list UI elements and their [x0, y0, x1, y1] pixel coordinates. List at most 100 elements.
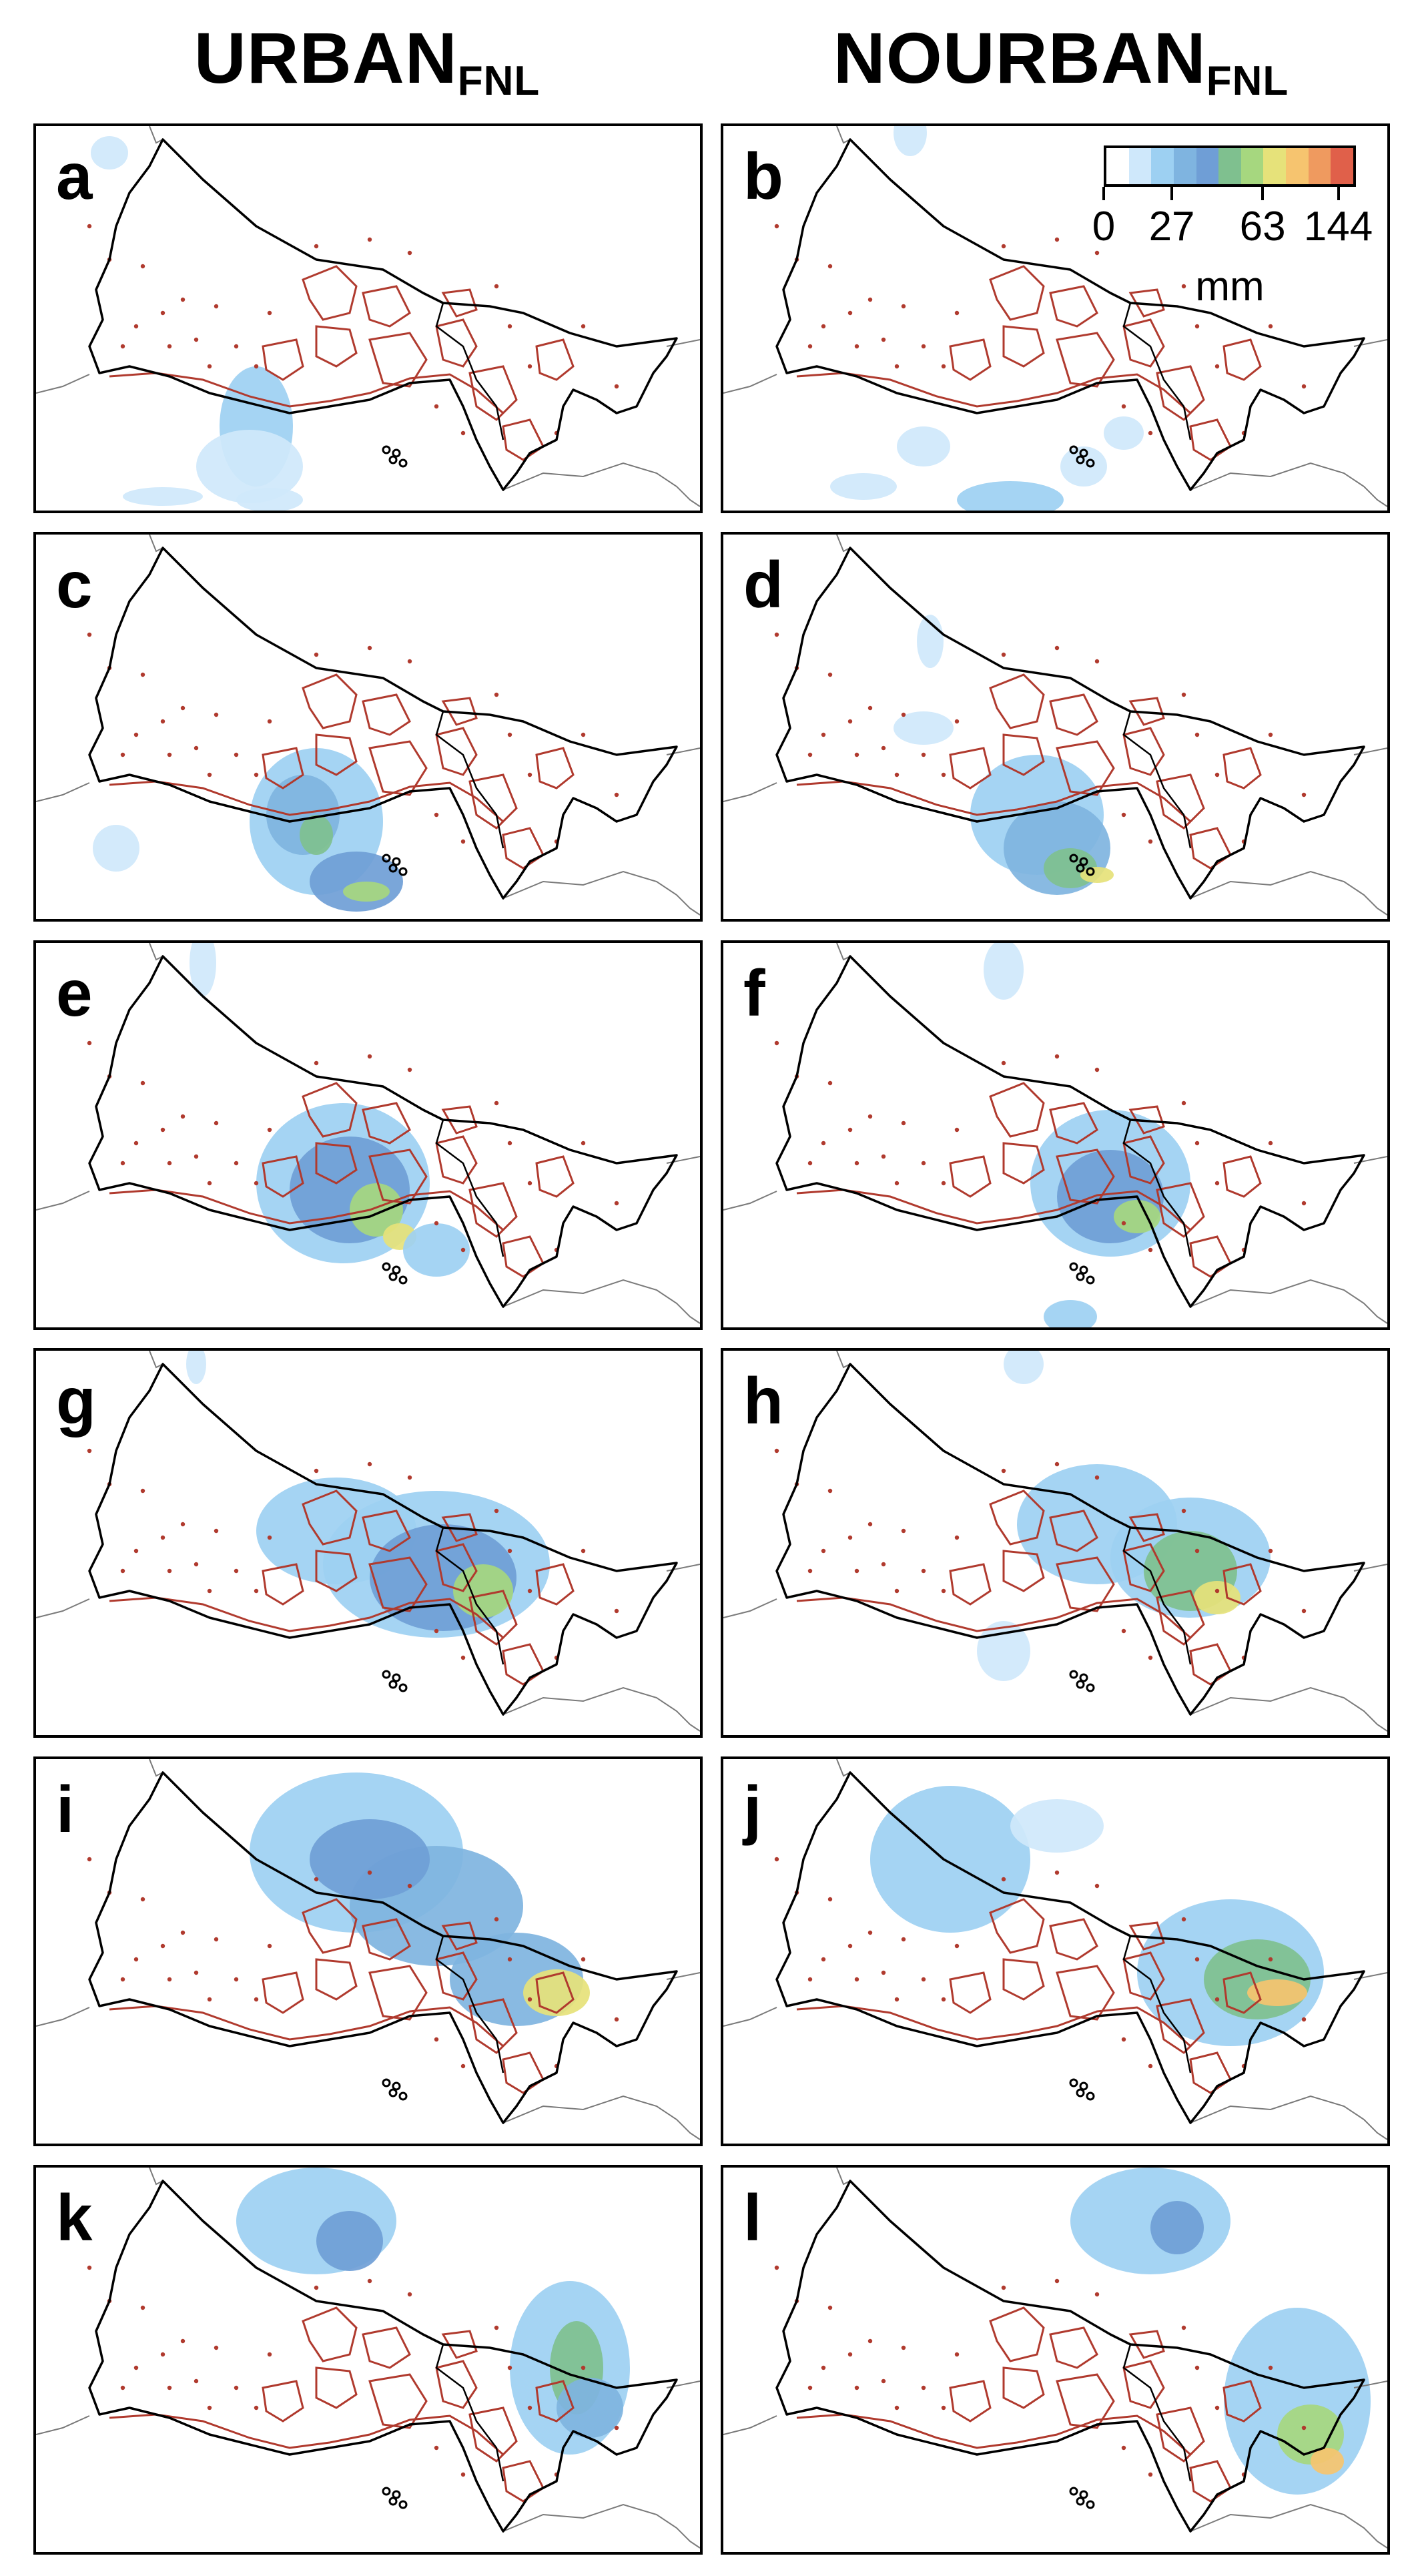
- urban-dot: [1194, 732, 1200, 737]
- urban-dot: [614, 2017, 619, 2022]
- urban-dot: [847, 719, 853, 724]
- urban-dot: [1121, 2037, 1126, 2042]
- urban-outline: [989, 2306, 1045, 2362]
- urban-outline: [362, 1918, 411, 1961]
- urban-outline: [949, 2380, 992, 2423]
- urban-dot: [881, 1154, 886, 1159]
- precip-cell: [830, 473, 897, 500]
- urban-dot: [867, 705, 873, 711]
- urban-dot: [133, 1548, 139, 1554]
- urban-dot: [314, 1468, 319, 1474]
- urban-dot: [234, 344, 239, 349]
- province-boundary: [775, 1771, 1365, 2124]
- urban-dot: [267, 1943, 272, 1949]
- urban-dot: [133, 324, 139, 329]
- island: [1079, 1265, 1088, 1275]
- urban-outline: [1128, 2330, 1165, 2359]
- urban-dot: [1181, 284, 1186, 289]
- urban-dot: [941, 1181, 946, 1186]
- precip-cell: [403, 1223, 470, 1277]
- urban-outline: [1049, 2326, 1098, 2369]
- panel-label-j: j: [743, 1773, 762, 1846]
- urban-dot: [1094, 2292, 1100, 2297]
- urban-outline: [302, 1490, 358, 1546]
- urban-dot: [407, 1883, 412, 1889]
- coastline: [36, 782, 90, 802]
- bosphorus-line: [435, 711, 504, 849]
- urban-outline: [1049, 285, 1098, 328]
- colorbar-segment: [1173, 148, 1196, 184]
- urban-dot: [1001, 652, 1006, 657]
- map-panel-i: i: [33, 1756, 703, 2146]
- column-title-urban: URBANFNL: [194, 17, 541, 104]
- urban-outline: [1189, 1235, 1232, 1278]
- urban-dot: [954, 719, 960, 724]
- urban-outline: [368, 1149, 428, 1205]
- urban-dot: [507, 2365, 512, 2370]
- precip-cell: [123, 487, 203, 506]
- coastline: [36, 2007, 90, 2027]
- urban-outline: [1049, 1918, 1098, 1961]
- island: [1086, 458, 1095, 468]
- coastline: [36, 1191, 90, 1211]
- bosphorus-line: [1122, 1119, 1192, 1257]
- province-boundary: [775, 138, 1365, 491]
- urban-dot: [1194, 1957, 1200, 1962]
- map-panel-g: g: [33, 1348, 703, 1738]
- urban-dot: [1181, 1100, 1186, 1106]
- urban-dot: [140, 672, 145, 677]
- urban-outline: [262, 338, 304, 381]
- urban-outline: [535, 2380, 575, 2423]
- province-boundary: [88, 1363, 678, 1716]
- island: [388, 455, 398, 464]
- urban-dot: [214, 304, 219, 309]
- urban-dot: [140, 1897, 145, 1902]
- urban-outline: [535, 338, 575, 381]
- urban-dot: [407, 1475, 412, 1480]
- urban-outline: [1156, 773, 1205, 830]
- coastline: [723, 374, 777, 394]
- urban-outline: [362, 1102, 411, 1145]
- precip-cell: [1247, 1979, 1307, 2006]
- precip-map-h: [723, 1351, 1387, 1732]
- precip-shading: [984, 943, 1190, 1327]
- urban-outline: [435, 727, 478, 776]
- urban-dot: [1214, 1997, 1220, 2002]
- urban-dot: [1148, 430, 1153, 436]
- urban-dot: [87, 2265, 92, 2270]
- urban-dot: [494, 1100, 499, 1106]
- coastline: [36, 1598, 90, 1618]
- urban-dot: [807, 1161, 813, 1166]
- map-panel-a: a: [33, 123, 703, 513]
- urban-dot: [314, 244, 319, 249]
- colorbar-tick: [1337, 187, 1340, 200]
- urban-outline: [989, 1490, 1045, 1546]
- urban-outline: [262, 1155, 304, 1198]
- urban-dot: [827, 1897, 833, 1902]
- urban-dot: [774, 224, 779, 229]
- urban-dot: [180, 2338, 186, 2344]
- urban-dot: [1268, 1548, 1273, 1554]
- precip-cell: [186, 1351, 206, 1384]
- urban-dot: [827, 672, 833, 677]
- urban-dot: [214, 1528, 219, 1534]
- bosphorus-line: [1122, 1935, 1192, 2073]
- urban-dot: [214, 1120, 219, 1126]
- province-boundary: [88, 138, 678, 491]
- urban-dot: [207, 1997, 212, 2002]
- urban-dot: [821, 1957, 826, 1962]
- urban-dot: [140, 264, 145, 269]
- urban-outline: [362, 1510, 411, 1552]
- urban-dot: [1121, 404, 1126, 409]
- island: [1086, 867, 1095, 876]
- urban-dot: [854, 1161, 859, 1166]
- island: [1086, 2091, 1095, 2101]
- urban-dot: [901, 304, 906, 309]
- urban-dot: [234, 2385, 239, 2390]
- map-panel-b: b: [721, 123, 1390, 513]
- urban-dot: [1301, 2017, 1307, 2022]
- urban-dot: [881, 1562, 886, 1567]
- urban-outline: [1156, 1590, 1205, 1646]
- urban-dot: [827, 264, 833, 269]
- urban-dot: [867, 1930, 873, 1935]
